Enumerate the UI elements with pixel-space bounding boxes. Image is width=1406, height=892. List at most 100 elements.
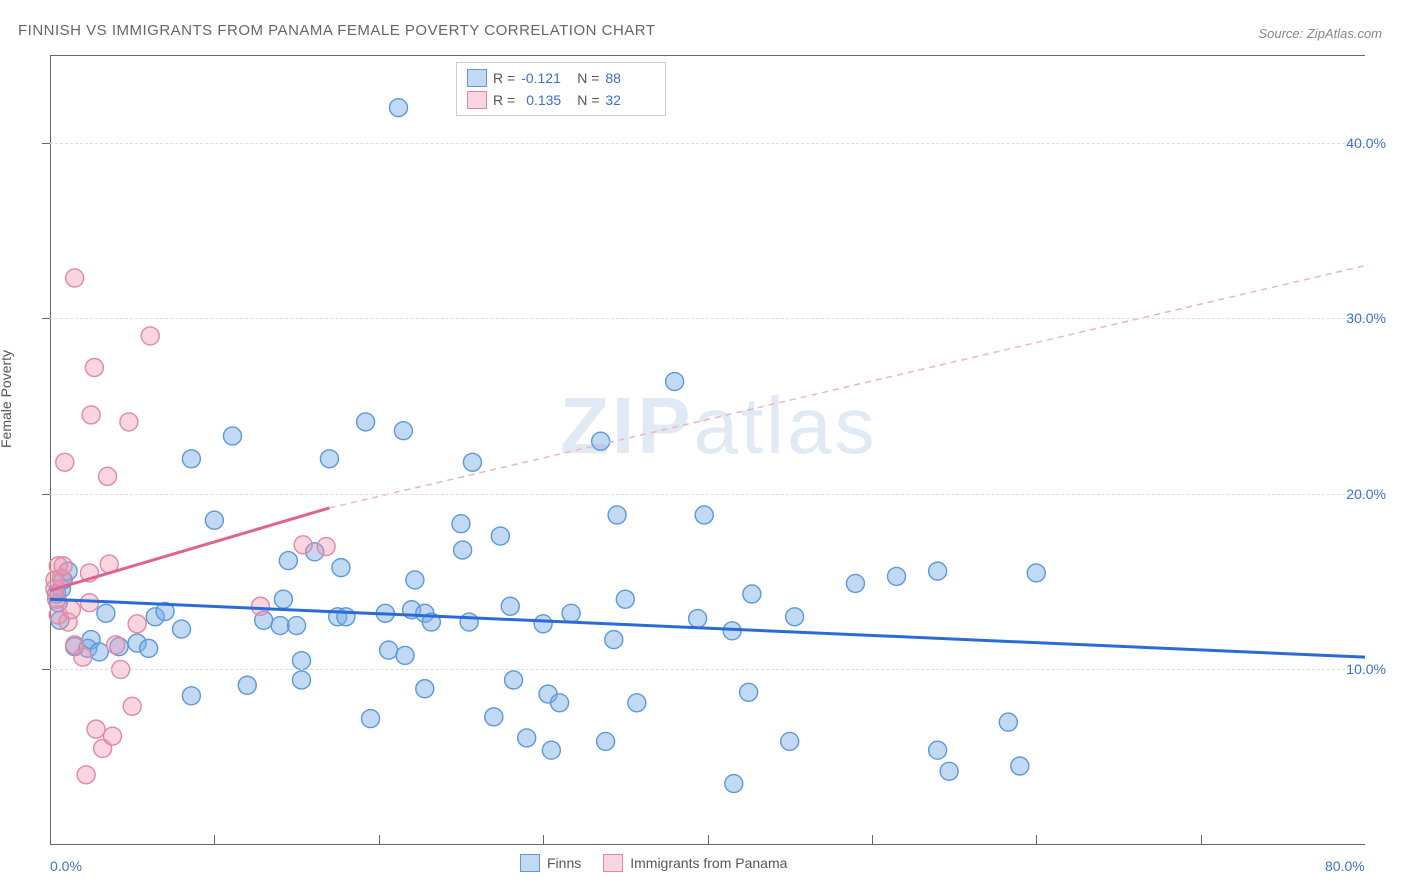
y-axis-label: Female Poverty (0, 350, 14, 448)
trend-dash-panama (329, 266, 1365, 508)
scatter-point-finns (781, 732, 799, 750)
scatter-point-finns (786, 608, 804, 626)
scatter-point-panama (294, 536, 312, 554)
scatter-point-finns (279, 552, 297, 570)
scatter-point-finns (389, 99, 407, 117)
scatter-point-finns (332, 559, 350, 577)
r-value-blue: -0.121 (521, 70, 571, 86)
scatter-point-finns (173, 620, 191, 638)
scatter-point-finns (182, 687, 200, 705)
ytick-label: 40.0% (1346, 135, 1386, 151)
gridline (50, 494, 1365, 495)
gridline (50, 669, 1365, 670)
legend-swatch-panama (603, 854, 623, 872)
xtick-mark (872, 835, 873, 845)
legend-label-panama: Immigrants from Panama (630, 855, 787, 871)
scatter-point-panama (317, 538, 335, 556)
r-value-pink: 0.135 (521, 92, 571, 108)
legend-item-panama: Immigrants from Panama (603, 854, 787, 872)
scatter-point-finns (740, 683, 758, 701)
legend-series-box: Finns Immigrants from Panama (520, 854, 787, 872)
xtick-mark (379, 835, 380, 845)
scatter-point-finns (1011, 757, 1029, 775)
legend-swatch-finns (520, 854, 540, 872)
chart-title: FINNISH VS IMMIGRANTS FROM PANAMA FEMALE… (18, 22, 656, 39)
trend-line-finns (50, 599, 1365, 657)
gridline (50, 318, 1365, 319)
source-label: Source: ZipAtlas.com (1258, 26, 1382, 41)
scatter-point-finns (406, 571, 424, 589)
scatter-point-panama (123, 697, 141, 715)
scatter-point-finns (518, 729, 536, 747)
scatter-point-finns (1027, 564, 1045, 582)
r-label: R = (493, 70, 515, 86)
plot-svg (50, 55, 1365, 845)
scatter-point-finns (846, 574, 864, 592)
scatter-point-finns (695, 506, 713, 524)
xtick-label: 80.0% (1325, 858, 1365, 874)
scatter-point-finns (725, 775, 743, 793)
scatter-point-finns (394, 422, 412, 440)
scatter-point-panama (251, 597, 269, 615)
n-value-pink: 32 (605, 92, 655, 108)
scatter-point-panama (54, 557, 72, 575)
n-label: N = (577, 92, 599, 108)
scatter-point-finns (562, 604, 580, 622)
legend-row-pink: R = 0.135 N = 32 (467, 89, 655, 111)
scatter-point-finns (452, 515, 470, 533)
ytick-mark (42, 494, 50, 495)
scatter-point-finns (666, 373, 684, 391)
scatter-point-finns (501, 597, 519, 615)
xtick-label: 0.0% (50, 858, 82, 874)
scatter-point-finns (542, 741, 560, 759)
scatter-point-finns (396, 646, 414, 664)
scatter-point-finns (97, 604, 115, 622)
xtick-mark (1201, 835, 1202, 845)
scatter-point-panama (66, 269, 84, 287)
scatter-point-finns (463, 453, 481, 471)
scatter-point-finns (689, 610, 707, 628)
scatter-point-finns (605, 631, 623, 649)
scatter-point-finns (238, 676, 256, 694)
r-label: R = (493, 92, 515, 108)
scatter-point-finns (743, 585, 761, 603)
scatter-point-finns (223, 427, 241, 445)
ytick-label: 30.0% (1346, 310, 1386, 326)
scatter-point-finns (274, 590, 292, 608)
scatter-point-finns (628, 694, 646, 712)
n-value-blue: 88 (605, 70, 655, 86)
ytick-mark (42, 143, 50, 144)
scatter-point-finns (182, 450, 200, 468)
xtick-mark (543, 835, 544, 845)
scatter-point-panama (99, 467, 117, 485)
scatter-point-finns (90, 643, 108, 661)
scatter-point-finns (337, 608, 355, 626)
scatter-point-finns (551, 694, 569, 712)
legend-label-finns: Finns (547, 855, 581, 871)
legend-swatch-blue (467, 69, 487, 87)
scatter-point-panama (74, 648, 92, 666)
legend-swatch-pink (467, 91, 487, 109)
scatter-point-finns (608, 506, 626, 524)
scatter-point-finns (999, 713, 1017, 731)
ytick-label: 10.0% (1346, 661, 1386, 677)
gridline (50, 143, 1365, 144)
legend-item-finns: Finns (520, 854, 581, 872)
scatter-point-finns (534, 615, 552, 633)
scatter-point-finns (292, 671, 310, 689)
scatter-point-finns (929, 741, 947, 759)
scatter-point-panama (107, 636, 125, 654)
chart-container: FINNISH VS IMMIGRANTS FROM PANAMA FEMALE… (0, 0, 1406, 892)
scatter-point-finns (271, 617, 289, 635)
scatter-point-panama (141, 327, 159, 345)
scatter-point-finns (929, 562, 947, 580)
scatter-point-finns (416, 680, 434, 698)
ytick-label: 20.0% (1346, 486, 1386, 502)
scatter-point-finns (491, 527, 509, 545)
scatter-point-finns (592, 432, 610, 450)
scatter-point-finns (505, 671, 523, 689)
xtick-mark (214, 835, 215, 845)
scatter-point-finns (597, 732, 615, 750)
scatter-point-panama (62, 601, 80, 619)
xtick-mark (708, 835, 709, 845)
